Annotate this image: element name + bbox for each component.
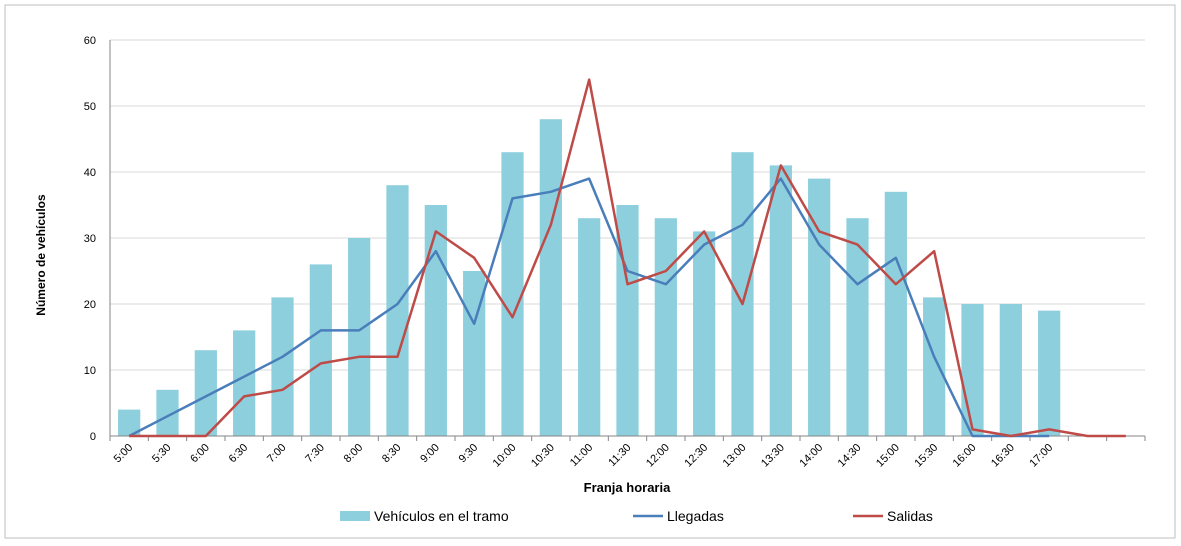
line-series <box>128 177 1050 438</box>
bar <box>118 409 141 436</box>
bar <box>1038 310 1061 436</box>
bar <box>961 304 984 436</box>
bar <box>846 218 869 436</box>
bar <box>424 205 447 436</box>
y-tick-label: 60 <box>84 35 96 47</box>
legend-label: Llegadas <box>667 508 724 524</box>
bar <box>654 218 677 436</box>
bar <box>923 297 946 436</box>
bar <box>769 165 792 436</box>
legend-label: Vehículos en el tramo <box>374 508 509 524</box>
bar <box>233 330 256 436</box>
y-tick-label: 10 <box>84 365 96 377</box>
bar <box>693 231 716 436</box>
bar <box>578 218 601 436</box>
bar <box>884 191 907 436</box>
y-tick-label: 0 <box>90 431 96 443</box>
bar <box>194 350 217 436</box>
bar <box>271 297 294 436</box>
bar <box>808 178 831 436</box>
bar <box>348 238 371 436</box>
bar <box>616 205 639 436</box>
y-axis-title: Número de vehículos <box>34 194 48 316</box>
bar <box>156 389 179 436</box>
line-series <box>129 78 1126 438</box>
y-tick-label: 30 <box>84 233 96 245</box>
x-axis-title: Franja horaria <box>584 480 671 495</box>
y-tick-label: 50 <box>84 101 96 113</box>
bar <box>501 152 524 436</box>
y-tick-label: 20 <box>84 299 96 311</box>
bar <box>386 185 409 436</box>
legend-label: Salidas <box>887 508 933 524</box>
legend-swatch <box>340 511 370 521</box>
y-tick-label: 40 <box>84 167 96 179</box>
bar <box>539 119 562 436</box>
bar <box>999 304 1022 436</box>
bar <box>731 152 754 436</box>
bar <box>309 264 332 436</box>
